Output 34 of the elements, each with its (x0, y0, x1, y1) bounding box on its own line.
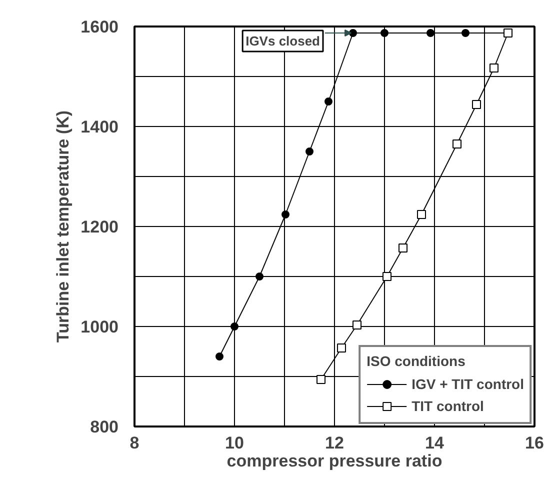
legend-label: IGV + TIT control (412, 376, 524, 392)
point (472, 100, 481, 109)
point (426, 29, 434, 37)
point (324, 98, 332, 106)
point (352, 320, 362, 330)
x-tick-label: 10 (225, 434, 244, 452)
point (337, 344, 346, 352)
y-tick-label: 1200 (80, 218, 119, 236)
y-tick-label: 1000 (80, 318, 119, 336)
point (382, 272, 392, 281)
annotation: IGVs closed (246, 34, 320, 48)
x-axis-title: compressor pressure ratio (226, 452, 442, 470)
point (417, 210, 426, 219)
y-axis-title: Turbine inlet temperature (K) (54, 110, 73, 343)
point (398, 244, 408, 252)
x-tick-label: 16 (525, 434, 544, 452)
point (462, 29, 470, 37)
point (452, 140, 462, 148)
x-tick-label: 8 (130, 434, 140, 452)
y-tick-label: 800 (90, 418, 119, 436)
point (306, 148, 314, 156)
x-tick-label: 14 (425, 434, 444, 452)
point (282, 210, 290, 218)
point (349, 29, 357, 37)
point (216, 352, 224, 360)
point (380, 29, 388, 37)
point (256, 272, 264, 280)
y-tick-label: 1400 (80, 118, 119, 136)
legend-label: TIT control (412, 398, 484, 414)
y-tick-label: 1600 (80, 18, 119, 36)
point (230, 322, 238, 330)
legend-title: ISO conditions (366, 353, 466, 369)
x-tick-label: 12 (325, 434, 344, 452)
point (490, 64, 498, 72)
